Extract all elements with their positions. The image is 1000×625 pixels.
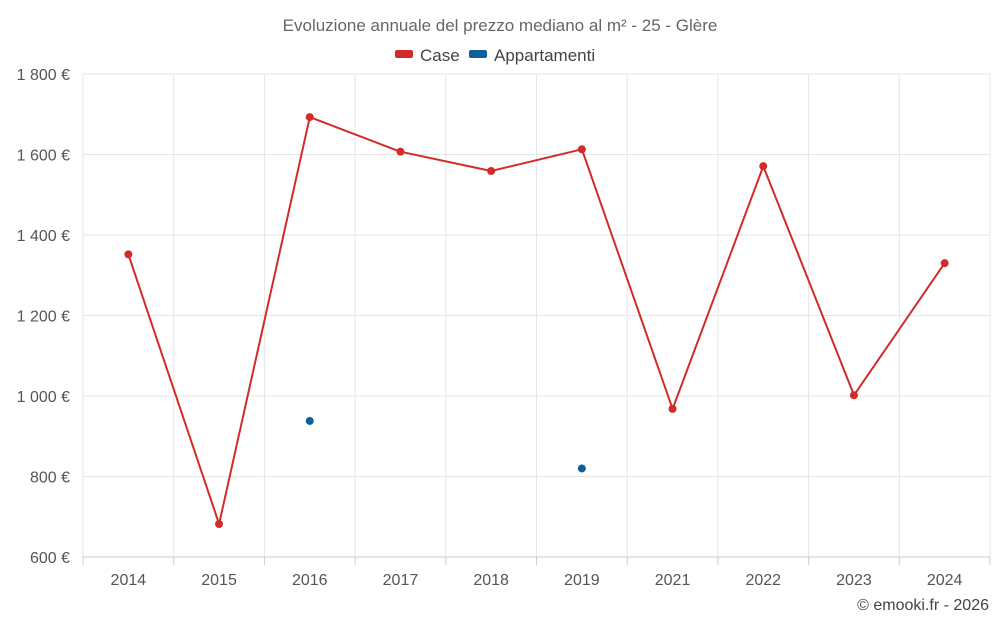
y-tick-label: 1 800 € bbox=[17, 67, 70, 84]
x-tick-label: 2022 bbox=[745, 572, 781, 589]
x-tick-label: 2019 bbox=[564, 572, 600, 589]
data-point-appartamenti[interactable] bbox=[305, 416, 314, 425]
series-appartamenti bbox=[305, 416, 586, 473]
y-tick-label: 1 600 € bbox=[17, 148, 70, 165]
x-tick-label: 2023 bbox=[836, 572, 872, 589]
legend-label-appartamenti: Appartamenti bbox=[494, 46, 595, 65]
x-tick-label: 2017 bbox=[383, 572, 419, 589]
data-point-case[interactable] bbox=[124, 250, 133, 259]
data-point-case[interactable] bbox=[759, 162, 768, 171]
legend-swatch-case bbox=[395, 50, 413, 58]
data-point-case[interactable] bbox=[215, 519, 224, 528]
data-point-case[interactable] bbox=[849, 391, 858, 400]
x-axis: 2014 2015 2016 2017 2018 2019 2021 2022 2023 2024 bbox=[82, 556, 991, 589]
legend-item-case[interactable]: Case bbox=[395, 46, 460, 65]
x-tick-label: 2014 bbox=[111, 572, 147, 589]
data-point-appartamenti[interactable] bbox=[577, 464, 586, 473]
legend: Case Appartamenti bbox=[395, 46, 595, 65]
y-tick-label: 800 € bbox=[30, 470, 70, 487]
y-axis: 600 € 800 € 1 000 € 1 200 € 1 400 € 1 600 € 1 … bbox=[17, 67, 70, 567]
x-tick-label: 2024 bbox=[927, 572, 963, 589]
data-point-case[interactable] bbox=[487, 167, 496, 176]
x-tick-label: 2021 bbox=[655, 572, 691, 589]
y-tick-label: 1 000 € bbox=[17, 389, 70, 406]
series-case bbox=[124, 113, 949, 528]
series bbox=[124, 113, 949, 528]
x-tick-label: 2018 bbox=[473, 572, 509, 589]
chart-title: Evoluzione annuale del prezzo mediano al… bbox=[283, 16, 718, 35]
data-point-case[interactable] bbox=[668, 404, 677, 413]
y-tick-label: 1 400 € bbox=[17, 228, 70, 245]
legend-swatch-appartamenti bbox=[469, 50, 487, 58]
x-tick-label: 2016 bbox=[292, 572, 328, 589]
credit-text: © emooki.fr - 2026 bbox=[857, 597, 989, 614]
y-tick-label: 1 200 € bbox=[17, 309, 70, 326]
legend-label-case: Case bbox=[420, 46, 460, 65]
data-point-case[interactable] bbox=[305, 113, 314, 122]
data-point-case[interactable] bbox=[577, 145, 586, 154]
x-tick-label: 2015 bbox=[201, 572, 237, 589]
data-point-case[interactable] bbox=[396, 147, 405, 156]
data-point-case[interactable] bbox=[940, 259, 949, 268]
series-line-case bbox=[127, 116, 946, 525]
y-tick-label: 600 € bbox=[30, 550, 70, 567]
legend-item-appartamenti[interactable]: Appartamenti bbox=[469, 46, 595, 65]
grid bbox=[82, 73, 991, 558]
